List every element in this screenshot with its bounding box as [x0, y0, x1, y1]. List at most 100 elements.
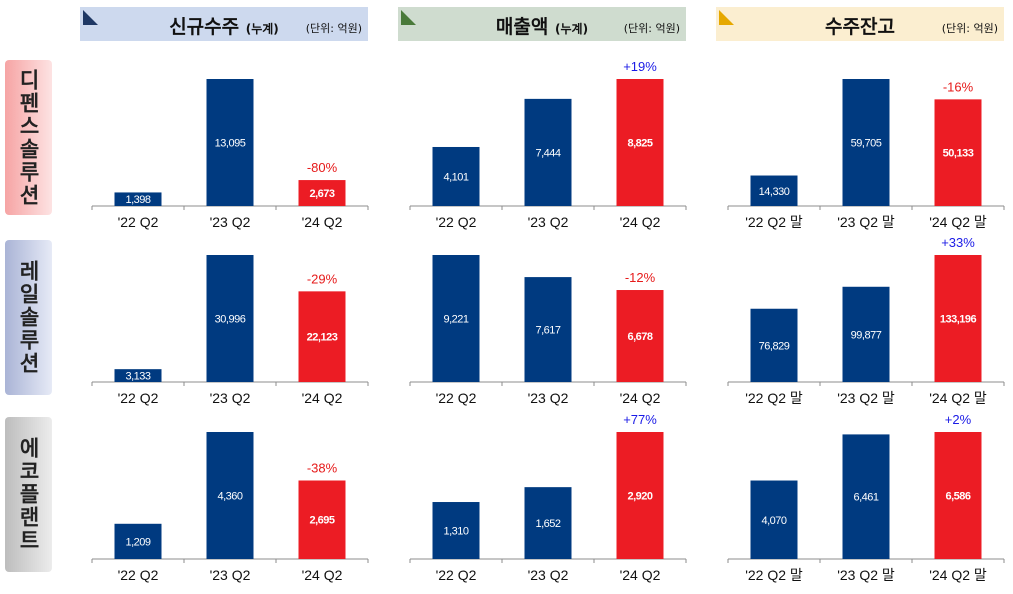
tick-label: '24 Q2	[620, 390, 661, 406]
header-title-wrap: 신규수주 (누계)	[80, 12, 368, 39]
bar	[298, 480, 346, 559]
data-label: 4,101	[443, 171, 468, 183]
data-label: 7,617	[535, 325, 560, 337]
tick-label: '24 Q2 말	[929, 390, 987, 406]
bar	[934, 99, 982, 206]
data-label: 30,996	[215, 314, 246, 326]
data-label: 8,825	[627, 138, 652, 150]
tick-label: '24 Q2	[302, 390, 343, 406]
change-label: +19%	[623, 59, 657, 74]
bar	[750, 480, 798, 559]
row-label-rail: 레일솔루션	[5, 240, 52, 395]
header-title: 신규수주	[169, 16, 240, 38]
header-suffix: (누계)	[555, 22, 589, 36]
tick-label: '24 Q2	[620, 214, 661, 230]
change-label: +77%	[623, 412, 657, 427]
tick-label: '23 Q2	[210, 567, 251, 583]
header-title: 수주잔고	[825, 16, 895, 38]
header-unit: (단위: 억원)	[941, 22, 998, 35]
tick-label: '23 Q2	[528, 214, 569, 230]
data-label: 1,209	[125, 536, 150, 548]
data-label: 50,133	[943, 148, 974, 160]
data-label: 133,196	[940, 314, 977, 326]
tick-label: '23 Q2 말	[837, 567, 895, 583]
tick-label: '24 Q2	[302, 567, 343, 583]
tick-label: '23 Q2	[210, 214, 251, 230]
data-label: 22,123	[307, 332, 338, 344]
change-label: +2%	[945, 412, 972, 427]
header-title-wrap: 매출액 (누계)	[398, 12, 686, 39]
bar	[616, 432, 664, 559]
header-title-wrap: 수주잔고	[716, 12, 1004, 39]
bar	[114, 523, 162, 559]
data-label: 6,461	[853, 492, 878, 504]
tick-label: '23 Q2 말	[837, 214, 895, 230]
data-label: 13,095	[215, 138, 246, 150]
data-label: 76,829	[759, 340, 790, 352]
data-label: 9,221	[443, 314, 468, 326]
header-triangle-icon	[401, 10, 416, 25]
bar	[616, 79, 664, 206]
bar	[114, 369, 162, 382]
tick-label: '24 Q2 말	[929, 567, 987, 583]
bar	[206, 79, 254, 206]
data-label: 59,705	[851, 138, 882, 150]
row-label-text: 레일솔루션	[16, 260, 41, 375]
data-label: 4,360	[217, 491, 242, 503]
data-label: 7,444	[535, 147, 560, 159]
header-new-orders: 신규수주 (누계) (단위: 억원)	[80, 7, 368, 41]
data-label: 14,330	[759, 186, 790, 198]
row-label-text: 에코플랜트	[16, 437, 41, 552]
data-label: 1,398	[125, 194, 150, 206]
bar	[842, 79, 890, 206]
bar	[432, 502, 480, 559]
tick-label: '24 Q2	[620, 567, 661, 583]
header-unit: (단위: 억원)	[305, 22, 362, 35]
data-label: 1,652	[535, 518, 560, 530]
tick-label: '22 Q2 말	[745, 390, 803, 406]
change-label: -38%	[307, 460, 338, 475]
bar	[114, 192, 162, 206]
bar	[842, 434, 890, 559]
bar	[934, 255, 982, 382]
data-label: 3,133	[125, 371, 150, 383]
bar	[750, 175, 798, 206]
change-label: -16%	[943, 79, 974, 94]
bar	[298, 291, 346, 382]
tick-label: '22 Q2	[436, 390, 477, 406]
row-label-defense: 디펜스솔루션	[5, 60, 52, 215]
tick-label: '23 Q2	[210, 390, 251, 406]
data-label: 99,877	[851, 329, 882, 341]
bar	[432, 255, 480, 382]
bar	[206, 255, 254, 382]
bar	[432, 146, 480, 206]
header-triangle-icon	[719, 10, 734, 25]
bar	[750, 308, 798, 382]
tick-label: '22 Q2 말	[745, 214, 803, 230]
bar	[934, 432, 982, 559]
bar	[298, 180, 346, 206]
tick-label: '23 Q2	[528, 567, 569, 583]
data-label: 6,586	[945, 491, 970, 503]
data-label: 1,310	[443, 526, 468, 538]
tick-label: '22 Q2 말	[745, 567, 803, 583]
data-label: 2,920	[627, 491, 652, 503]
data-label: 2,695	[309, 515, 334, 527]
row-label-eco: 에코플랜트	[5, 417, 52, 572]
header-revenue: 매출액 (누계) (단위: 억원)	[398, 7, 686, 41]
tick-label: '22 Q2	[118, 390, 159, 406]
bar	[842, 286, 890, 382]
tick-label: '22 Q2	[118, 567, 159, 583]
data-label: 2,673	[309, 188, 334, 200]
header-suffix: (누계)	[245, 22, 279, 36]
data-label: 6,678	[627, 331, 652, 343]
bar	[524, 277, 572, 382]
bar	[524, 487, 572, 559]
tick-label: '24 Q2	[302, 214, 343, 230]
tick-label: '22 Q2	[118, 214, 159, 230]
bar	[524, 98, 572, 206]
change-label: -80%	[307, 160, 338, 175]
row-label-text: 디펜스솔루션	[16, 68, 41, 207]
header-unit: (단위: 억원)	[623, 22, 680, 35]
